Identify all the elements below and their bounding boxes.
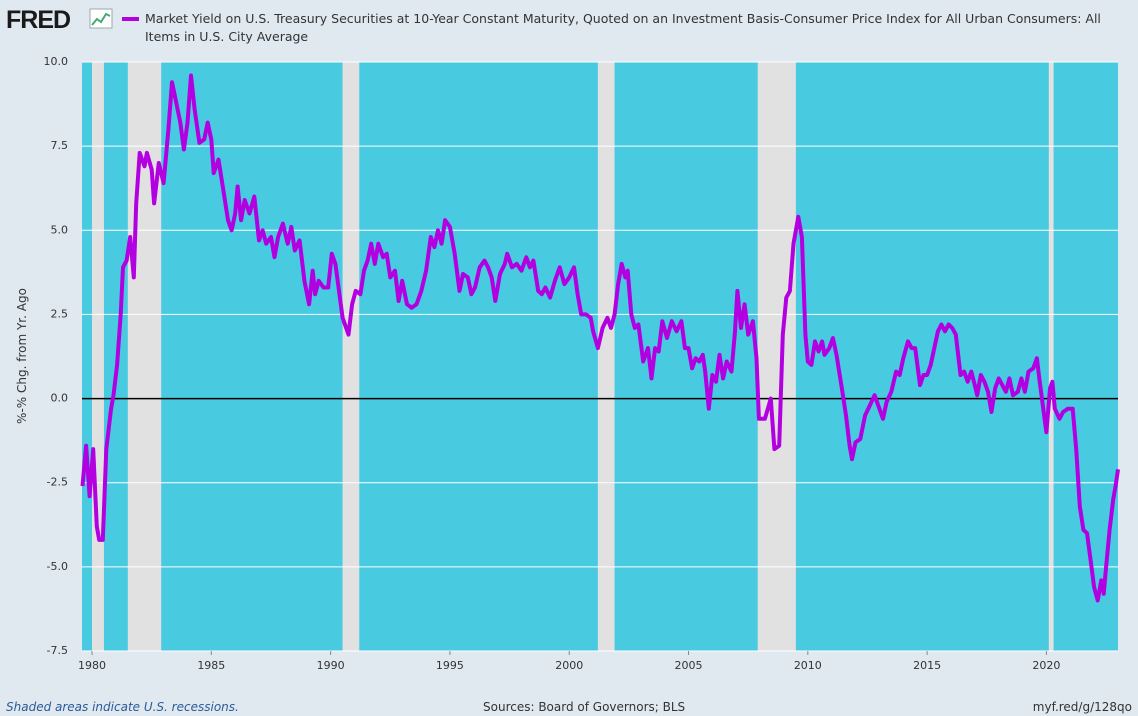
y-tick-label: 5.0 bbox=[51, 223, 69, 236]
y-tick-label: -7.5 bbox=[47, 644, 68, 657]
y-tick-label: -5.0 bbox=[47, 560, 68, 573]
recession-band bbox=[127, 62, 162, 651]
x-tick-label: 1985 bbox=[197, 659, 225, 672]
logo-icon-frame bbox=[89, 8, 113, 29]
x-tick-label: 1990 bbox=[317, 659, 345, 672]
recession-band bbox=[92, 62, 104, 651]
logo-icon-line bbox=[91, 12, 111, 26]
x-tick-label: 1995 bbox=[436, 659, 464, 672]
recession-band bbox=[757, 62, 796, 651]
y-tick-label: 2.5 bbox=[51, 307, 69, 320]
y-tick-label: 10.0 bbox=[44, 55, 69, 68]
y-axis-label: %-% Chg. from Yr. Ago bbox=[15, 288, 29, 424]
y-tick-label: 7.5 bbox=[51, 139, 69, 152]
recession-note: Shaded areas indicate U.S. recessions. bbox=[6, 700, 239, 714]
legend-label: Market Yield on U.S. Treasury Securities… bbox=[145, 11, 1101, 44]
y-tick-label: -2.5 bbox=[47, 476, 68, 489]
source: Sources: Board of Governors; BLS bbox=[483, 700, 686, 714]
y-tick-label: 0.0 bbox=[51, 392, 69, 405]
data-line bbox=[80, 73, 1120, 603]
x-tick-label: 2010 bbox=[794, 659, 822, 672]
short-link: myf.red/g/128qo bbox=[1032, 700, 1132, 714]
logo: FRED bbox=[6, 6, 71, 34]
logo-icon bbox=[89, 8, 113, 29]
x-tick-label: 2020 bbox=[1032, 659, 1060, 672]
x-tick-label: 2005 bbox=[675, 659, 703, 672]
x-tick-label: 1980 bbox=[78, 659, 106, 672]
x-tick-label: 2000 bbox=[555, 659, 583, 672]
recession-band bbox=[597, 62, 615, 651]
x-tick-label: 2015 bbox=[913, 659, 941, 672]
recession-band bbox=[342, 62, 360, 651]
recession-band bbox=[1048, 62, 1054, 651]
